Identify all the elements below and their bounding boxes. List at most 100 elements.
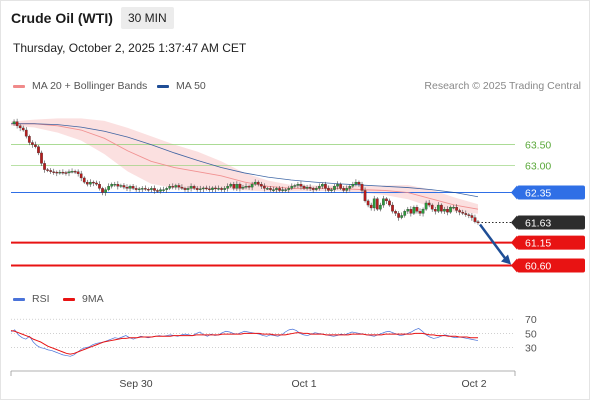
candle-body bbox=[143, 188, 147, 190]
candle-body bbox=[82, 177, 86, 183]
legend-label: MA 50 bbox=[176, 80, 206, 92]
candle-body bbox=[137, 188, 141, 190]
candle-body bbox=[421, 209, 425, 214]
candle-body bbox=[183, 188, 187, 190]
candle-body bbox=[85, 181, 89, 185]
instrument-title: Crude Oil (WTI) bbox=[11, 10, 113, 26]
candle-body bbox=[470, 215, 474, 218]
candle-body bbox=[165, 188, 169, 190]
candle-body bbox=[217, 188, 220, 190]
candle-body bbox=[223, 188, 227, 190]
candle-body bbox=[180, 186, 184, 189]
candle-body bbox=[385, 198, 388, 202]
price-badge-62-35 bbox=[517, 185, 585, 200]
legend-item-ma50: MA 50 bbox=[157, 80, 206, 92]
candle-body bbox=[40, 152, 43, 164]
candle-body bbox=[339, 184, 342, 189]
candle-body bbox=[153, 188, 156, 191]
candle-body bbox=[177, 185, 181, 188]
badge-pointer bbox=[511, 215, 517, 230]
candle-body bbox=[266, 188, 269, 190]
price-badge-60-60 bbox=[517, 258, 585, 273]
candle-body bbox=[15, 121, 19, 126]
ma20-line bbox=[11, 123, 479, 210]
rsi-tick-label: 70 bbox=[525, 314, 537, 326]
candle-body bbox=[382, 198, 385, 206]
candle-body bbox=[189, 186, 193, 189]
candle-body bbox=[226, 186, 230, 189]
candle-body bbox=[110, 184, 114, 187]
candle-body bbox=[101, 188, 104, 193]
candle-body bbox=[92, 181, 95, 184]
candle-body bbox=[269, 188, 272, 190]
candle-body bbox=[241, 186, 245, 189]
candle-body bbox=[125, 186, 129, 189]
candle-body bbox=[461, 211, 465, 214]
candle-body bbox=[348, 186, 352, 189]
candle-body bbox=[440, 204, 443, 212]
candle-body bbox=[372, 198, 376, 209]
candle-body bbox=[208, 188, 211, 190]
candle-body bbox=[162, 189, 165, 191]
x-tick-label: Sep 30 bbox=[119, 378, 152, 390]
candle-body bbox=[49, 170, 53, 172]
candle-body bbox=[31, 142, 34, 145]
candle-body bbox=[330, 189, 333, 191]
candle-body bbox=[168, 186, 172, 189]
candle-body bbox=[192, 186, 196, 189]
legend-item-rsi: RSI bbox=[13, 293, 50, 305]
timeframe-badge[interactable]: 30 MIN bbox=[121, 7, 174, 29]
candle-body bbox=[156, 190, 159, 192]
candle-body bbox=[284, 189, 288, 191]
candle-body bbox=[458, 210, 462, 213]
candle-body bbox=[52, 171, 56, 173]
candle-body bbox=[98, 184, 101, 189]
candle-body bbox=[452, 206, 455, 209]
candle-body bbox=[320, 184, 324, 187]
legend-swatch bbox=[157, 84, 169, 88]
candle-body bbox=[397, 213, 400, 218]
candle-body bbox=[436, 204, 440, 212]
candle-body bbox=[229, 184, 233, 187]
candle-body bbox=[232, 184, 236, 189]
candle-body bbox=[116, 184, 120, 187]
candle-body bbox=[415, 206, 419, 212]
legend-label: RSI bbox=[32, 293, 50, 305]
rsi-line bbox=[10, 328, 479, 357]
candle-body bbox=[360, 184, 364, 191]
price-badge-label: 60.60 bbox=[525, 260, 551, 272]
x-tick-label: Oct 2 bbox=[461, 378, 486, 390]
candle-body bbox=[73, 171, 77, 173]
candle-body bbox=[314, 188, 318, 190]
candle-body bbox=[424, 202, 428, 210]
badge-pointer bbox=[511, 235, 517, 250]
candle-body bbox=[467, 214, 471, 216]
candle-body bbox=[409, 209, 413, 214]
candle-body bbox=[275, 188, 278, 190]
candle-body bbox=[464, 213, 468, 215]
level-label: 63.50 bbox=[525, 140, 551, 152]
candle-body bbox=[317, 186, 321, 189]
candle-body bbox=[336, 184, 339, 187]
candle-body bbox=[238, 184, 242, 189]
candle-body bbox=[220, 188, 223, 190]
candle-body bbox=[363, 190, 367, 202]
candle-body bbox=[43, 163, 46, 170]
candle-body bbox=[281, 189, 285, 191]
candle-body bbox=[342, 188, 346, 191]
candle-body bbox=[46, 169, 49, 171]
candle-body bbox=[378, 204, 382, 210]
candle-body bbox=[171, 186, 175, 188]
candle-body bbox=[278, 188, 281, 191]
candle-body bbox=[449, 206, 452, 213]
candle-body bbox=[290, 186, 294, 189]
candle-body bbox=[244, 186, 248, 188]
candle-body bbox=[388, 200, 391, 206]
candle-body bbox=[446, 209, 449, 213]
badge-pointer bbox=[511, 185, 517, 200]
candle-body bbox=[58, 171, 62, 174]
candle-body bbox=[433, 209, 437, 212]
legend-label: 9MA bbox=[82, 293, 104, 305]
candle-body bbox=[412, 206, 416, 214]
